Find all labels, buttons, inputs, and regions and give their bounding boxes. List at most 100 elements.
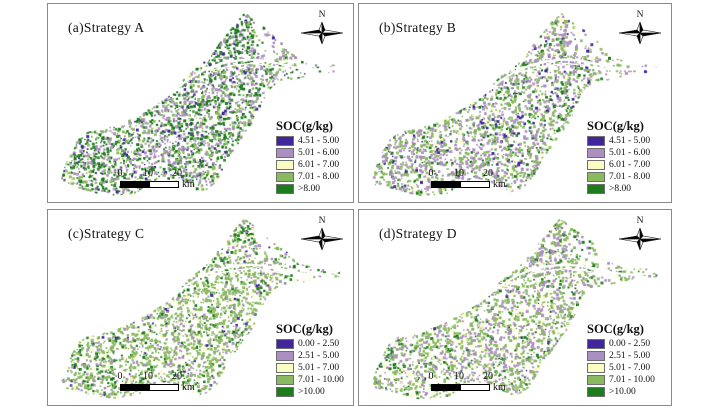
north-arrow-blade (321, 238, 344, 243)
legend-item: 6.01 - 7.00 (276, 160, 339, 170)
legend-label: >10.00 (298, 387, 325, 397)
legend-item: 7.01 - 8.00 (587, 172, 650, 182)
legend-title: SOC(g/kg) (587, 322, 644, 336)
scale-tick-0: 0 (428, 371, 434, 382)
legend-swatch (276, 148, 294, 158)
scale-tick-10: 10 (454, 168, 464, 179)
scale-bar-c: 0 10 20 km (118, 371, 212, 395)
north-arrow-blade (618, 32, 641, 37)
legend-item: >8.00 (276, 184, 339, 194)
legend-swatch (276, 351, 294, 361)
north-arrow-blade (300, 238, 323, 243)
north-arrow-blade (300, 32, 323, 37)
legend-item: 7.01 - 10.00 (276, 375, 344, 385)
panel-title-a: (a)Strategy A (68, 20, 145, 35)
legend-item: 7.01 - 8.00 (276, 172, 339, 182)
scale-bar-graphic (120, 181, 179, 188)
scale-unit: km (182, 179, 195, 190)
legend-rows: 4.51 - 5.00 5.01 - 6.00 6.01 - 7.00 7.01 - … (276, 136, 339, 194)
scale-bar-graphic (431, 384, 490, 391)
scale-bar-d: 0 10 20 km (429, 371, 523, 395)
panel-strategy-b: (b)Strategy B N SOC(g/kg) 4.51 - 5.00 5.0… (358, 3, 672, 203)
legend-c: SOC(g/kg) 0.00 - 2.50 2.51 - 5.00 5.01 - 7… (276, 322, 344, 397)
north-label: N (319, 10, 326, 20)
legend-label: >8.00 (298, 184, 320, 194)
north-arrow-blade (321, 227, 326, 240)
legend-label: 7.01 - 8.00 (298, 172, 340, 182)
north-arrow-blade (618, 29, 641, 34)
legend-label: 5.01 - 6.00 (609, 148, 651, 158)
north-arrow-icon: N (618, 216, 662, 251)
legend-swatch (276, 184, 294, 194)
legend-swatch (276, 363, 294, 373)
legend-swatch (276, 339, 294, 349)
scale-bar-graphic (431, 181, 490, 188)
north-arrow-icon: N (618, 10, 662, 45)
north-arrow-blade (618, 235, 641, 240)
legend-label: 5.01 - 6.00 (298, 148, 340, 158)
north-arrow-blade (300, 29, 323, 34)
legend-a: SOC(g/kg) 4.51 - 5.00 5.01 - 6.00 6.01 - 7… (276, 119, 339, 194)
legend-label: >8.00 (609, 184, 631, 194)
scale-unit: km (493, 179, 506, 190)
map-strategy-d (359, 210, 671, 405)
legend-item: 4.51 - 5.00 (276, 136, 339, 146)
legend-label: 6.01 - 7.00 (298, 160, 340, 170)
legend-label: 4.51 - 5.00 (298, 136, 340, 146)
legend-rows: 0.00 - 2.50 2.51 - 5.00 5.01 - 7.00 7.01 - … (587, 339, 655, 397)
legend-item: 4.51 - 5.00 (587, 136, 650, 146)
legend-swatch (587, 172, 605, 182)
legend-label: 7.01 - 8.00 (609, 172, 651, 182)
north-arrow-blade (318, 32, 323, 45)
legend-label: 2.51 - 5.00 (609, 351, 651, 361)
north-arrow-blade (639, 32, 662, 37)
north-arrow-blade (636, 238, 641, 251)
north-arrow-blade (618, 238, 641, 243)
legend-item: 5.01 - 7.00 (587, 363, 655, 373)
legend-swatch (587, 351, 605, 361)
scale-tick-10: 10 (143, 168, 153, 179)
panel-strategy-c: (c)Strategy C N SOC(g/kg) 0.00 - 2.50 2.5… (47, 209, 354, 406)
legend-swatch (587, 339, 605, 349)
scale-tick-20: 20 (172, 371, 182, 382)
scale-bar-fill (121, 182, 150, 187)
scale-tick-20: 20 (483, 371, 493, 382)
legend-item: >8.00 (587, 184, 650, 194)
legend-label: 0.00 - 2.50 (609, 339, 651, 349)
scale-tick-10: 10 (143, 371, 153, 382)
legend-swatch (276, 387, 294, 397)
north-arrow-icon: N (300, 10, 344, 45)
legend-title: SOC(g/kg) (276, 322, 333, 336)
north-arrow-blade (639, 21, 644, 34)
legend-label: 6.01 - 7.00 (609, 160, 651, 170)
north-arrow-icon: N (300, 216, 344, 251)
map-strategy-c (48, 210, 353, 405)
scale-bar-graphic (120, 384, 179, 391)
panel-strategy-d: (d)Strategy D N SOC(g/kg) 0.00 - 2.50 2.5… (358, 209, 672, 406)
legend-label: 0.00 - 2.50 (298, 339, 340, 349)
north-label: N (637, 216, 644, 226)
scale-tick-10: 10 (454, 371, 464, 382)
scale-bar-a: 0 10 20 km (118, 168, 212, 192)
legend-swatch (587, 363, 605, 373)
north-label: N (319, 216, 326, 226)
legend-title: SOC(g/kg) (276, 119, 333, 133)
scale-tick-0: 0 (117, 168, 123, 179)
legend-label: 7.01 - 10.00 (609, 375, 655, 385)
legend-label: 5.01 - 7.00 (609, 363, 651, 373)
north-arrow-blade (639, 29, 662, 34)
legend-label: 7.01 - 10.00 (298, 375, 344, 385)
legend-swatch (276, 160, 294, 170)
legend-item: 7.01 - 10.00 (587, 375, 655, 385)
north-arrow-blade (321, 21, 326, 34)
north-arrow-blade (300, 235, 323, 240)
panel-title-b: (b)Strategy B (379, 20, 457, 35)
north-arrow-blade (321, 29, 344, 34)
scale-tick-0: 0 (117, 371, 123, 382)
legend-label: 2.51 - 5.00 (298, 351, 340, 361)
legend-item: 0.00 - 2.50 (587, 339, 655, 349)
scale-unit: km (493, 382, 506, 393)
scale-unit: km (182, 382, 195, 393)
legend-item: 0.00 - 2.50 (276, 339, 344, 349)
